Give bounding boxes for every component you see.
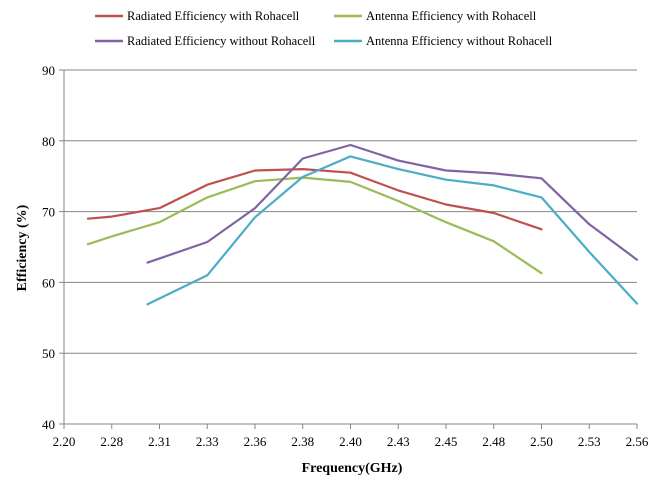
y-tick-label: 60 (42, 275, 55, 290)
x-tick-label: 2.56 (626, 434, 649, 449)
legend-label-radiated-without: Radiated Efficiency without Rohacell (127, 34, 316, 48)
y-axis-ticks: 40 50 60 70 80 90 (42, 63, 64, 432)
x-tick-label: 2.40 (339, 434, 362, 449)
x-tick-label: 2.45 (435, 434, 458, 449)
series-radiated-without-rohacell (146, 143, 639, 264)
x-tick-label: 2.36 (244, 434, 267, 449)
x-tick-label: 2.20 (53, 434, 76, 449)
legend: Radiated Efficiency with Rohacell Antenn… (95, 9, 553, 48)
series-lines (86, 143, 639, 306)
x-tick-label: 2.50 (530, 434, 553, 449)
y-tick-label: 80 (42, 134, 55, 149)
y-tick-label: 70 (42, 205, 55, 220)
legend-label-antenna-with: Antenna Efficiency with Rohacell (366, 9, 537, 23)
gridlines (64, 69, 637, 354)
legend-label-antenna-without: Antenna Efficiency without Rohacell (366, 34, 553, 48)
x-tick-label: 2.48 (482, 434, 505, 449)
legend-label-radiated-with: Radiated Efficiency with Rohacell (127, 9, 300, 23)
y-tick-label: 50 (42, 346, 55, 361)
y-tick-label: 40 (42, 417, 55, 432)
series-antenna-without-rohacell (146, 155, 639, 306)
series-radiated-with-rohacell (86, 168, 543, 231)
x-tick-label: 2.28 (100, 434, 123, 449)
x-tick-label: 2.53 (578, 434, 601, 449)
x-axis-label: Frequency(GHz) (302, 461, 403, 476)
y-axis-label: Efficiency (%) (15, 204, 30, 291)
y-tick-label: 90 (42, 63, 55, 78)
x-tick-label: 2.38 (291, 434, 314, 449)
x-tick-label: 2.31 (148, 434, 171, 449)
x-tick-label: 2.43 (387, 434, 410, 449)
x-tick-label: 2.33 (196, 434, 219, 449)
x-axis-ticks: 2.20 2.28 2.31 2.33 2.36 2.38 2.40 2.43 2.45 2.48… (53, 424, 649, 449)
